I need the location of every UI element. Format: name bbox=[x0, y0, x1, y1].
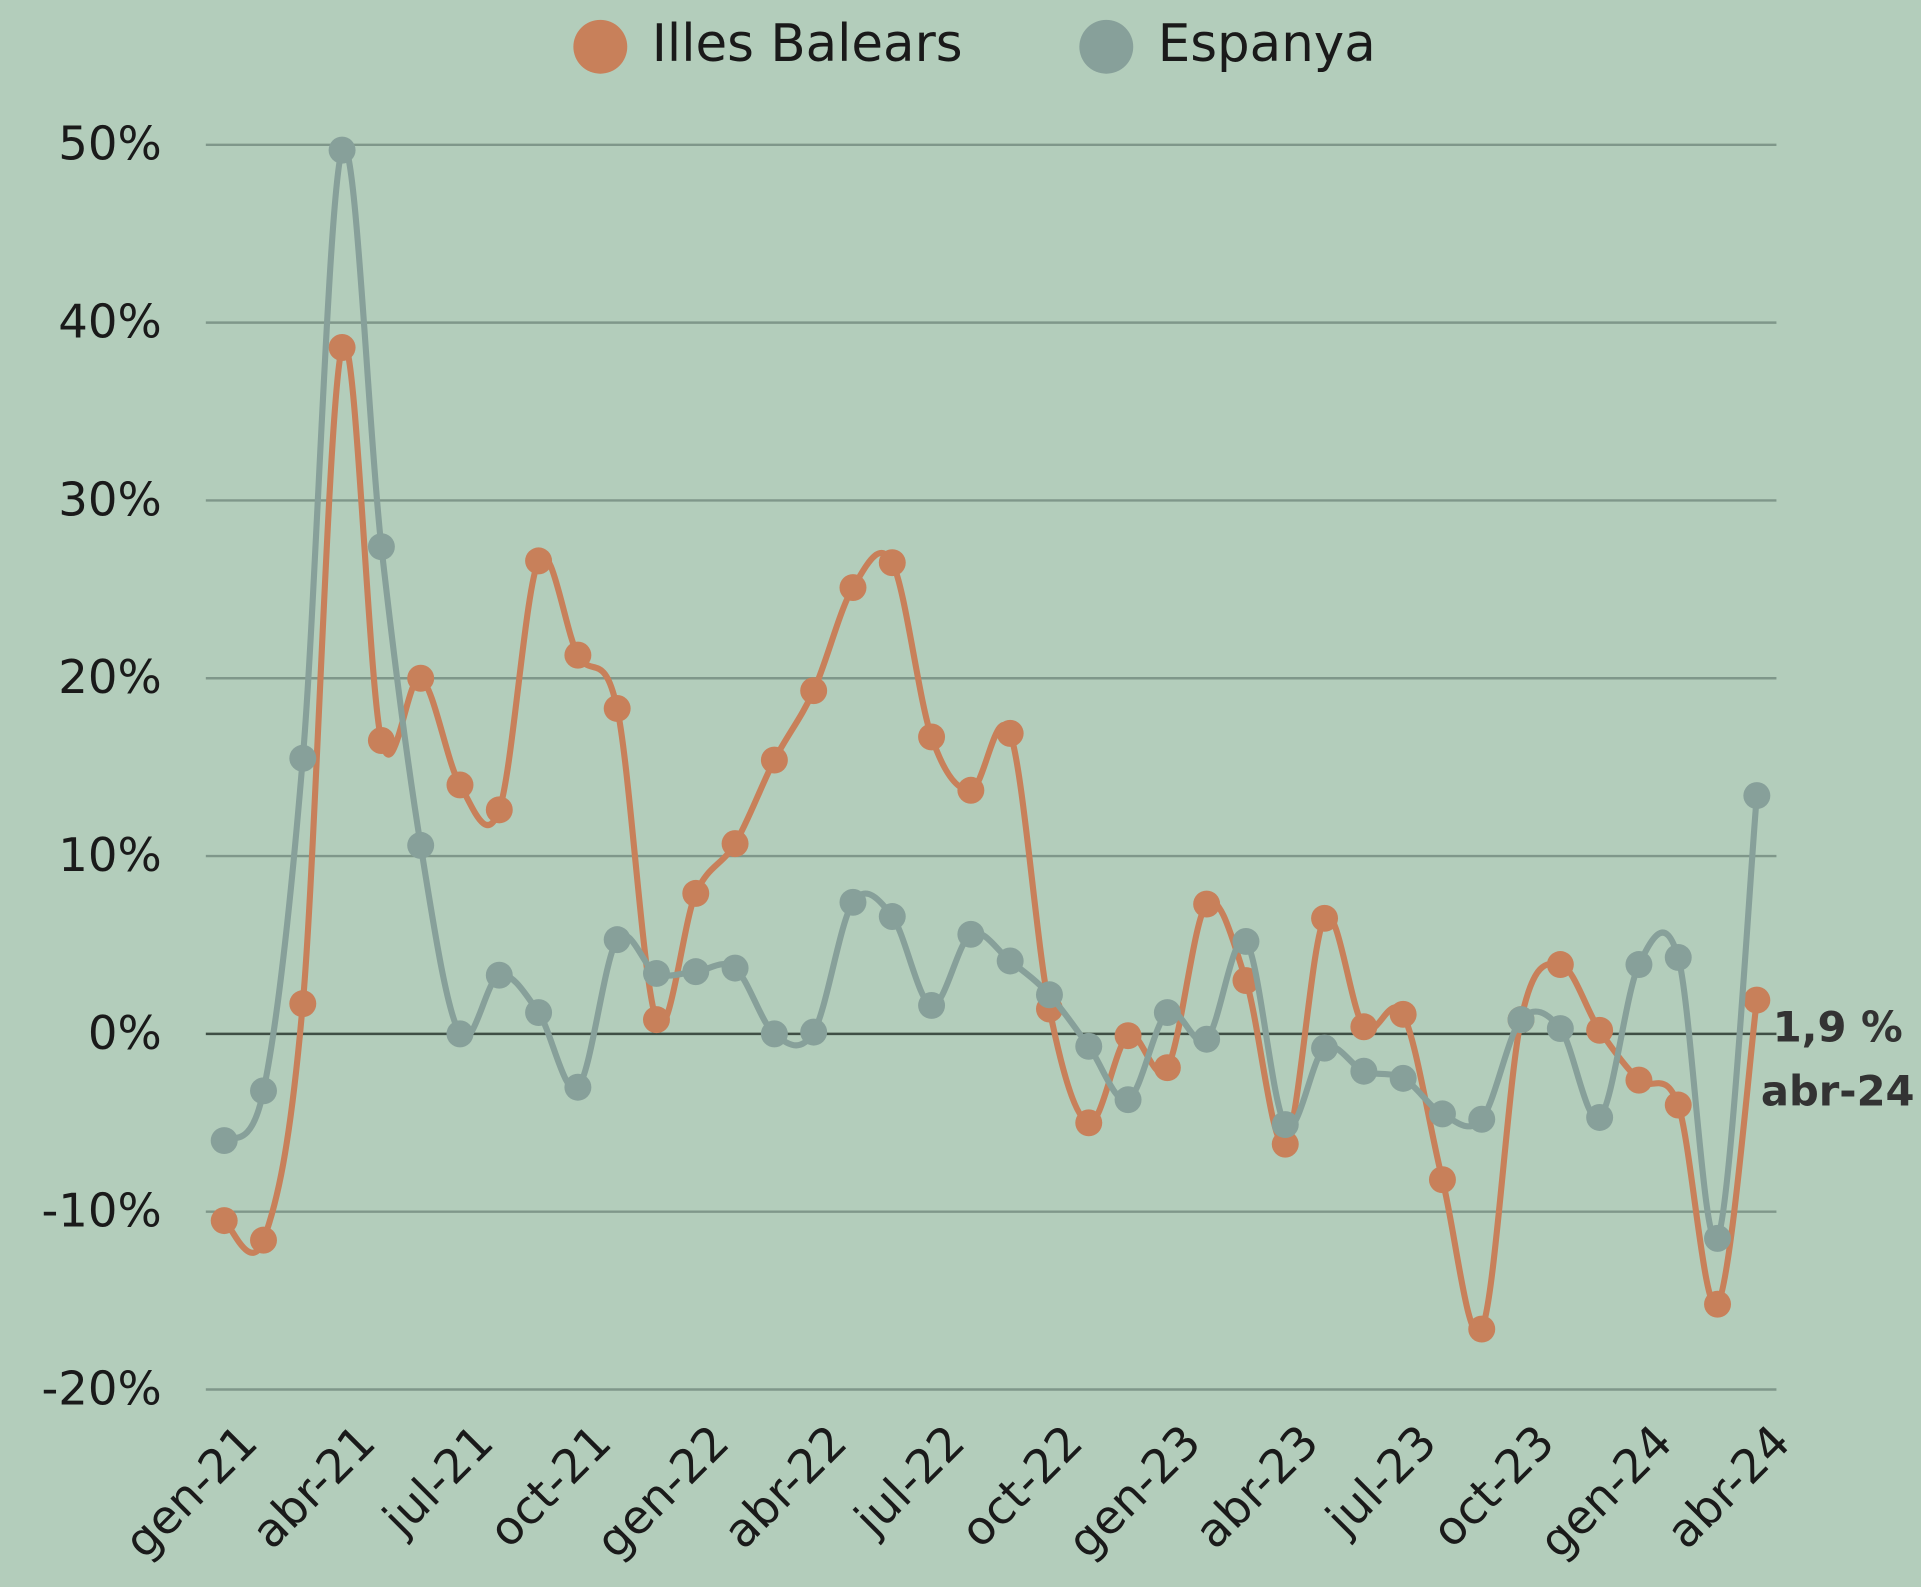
point bbox=[1664, 1091, 1692, 1119]
point bbox=[918, 991, 946, 1019]
point bbox=[1625, 1066, 1653, 1094]
point bbox=[1350, 1013, 1378, 1041]
point bbox=[643, 959, 670, 987]
point bbox=[250, 1077, 277, 1105]
point bbox=[446, 1020, 474, 1048]
point bbox=[485, 796, 513, 824]
point bbox=[289, 744, 317, 772]
point bbox=[1114, 1022, 1142, 1050]
y-tick-label: 10% bbox=[58, 828, 161, 882]
point bbox=[1153, 1054, 1181, 1082]
plot bbox=[210, 136, 1771, 1343]
y-tick-label: 40% bbox=[58, 295, 161, 349]
point bbox=[957, 920, 985, 948]
point bbox=[1468, 1315, 1496, 1343]
point bbox=[1311, 904, 1339, 932]
point bbox=[721, 830, 749, 858]
legend: Illes Balears Espanya bbox=[573, 14, 1376, 74]
point bbox=[878, 549, 906, 577]
point bbox=[525, 547, 553, 575]
point bbox=[1743, 782, 1771, 810]
point bbox=[603, 695, 631, 722]
point bbox=[367, 727, 395, 754]
point bbox=[996, 719, 1024, 747]
point bbox=[839, 888, 867, 916]
point bbox=[250, 1226, 277, 1254]
point bbox=[918, 723, 946, 751]
point bbox=[643, 1006, 670, 1034]
point bbox=[1193, 1025, 1221, 1053]
point bbox=[760, 1020, 788, 1048]
point bbox=[525, 999, 553, 1027]
point bbox=[1664, 943, 1692, 971]
point bbox=[957, 776, 985, 804]
point bbox=[1546, 951, 1574, 979]
y-tick-label: 30% bbox=[58, 472, 161, 526]
point bbox=[289, 990, 317, 1018]
point bbox=[721, 954, 749, 982]
point bbox=[839, 574, 867, 602]
legend-label: Espanya bbox=[1158, 14, 1376, 74]
y-tick-label: 20% bbox=[58, 650, 161, 704]
point bbox=[446, 771, 474, 799]
point bbox=[1350, 1057, 1378, 1085]
point bbox=[1114, 1086, 1142, 1114]
point bbox=[564, 1073, 592, 1101]
point bbox=[682, 958, 710, 986]
point bbox=[682, 879, 710, 907]
point bbox=[1586, 1103, 1614, 1131]
point bbox=[1428, 1100, 1456, 1128]
point bbox=[1232, 927, 1260, 955]
point bbox=[1586, 1016, 1614, 1044]
point bbox=[328, 334, 356, 361]
point bbox=[1625, 951, 1653, 979]
point bbox=[1153, 999, 1181, 1027]
point bbox=[1468, 1105, 1496, 1133]
point bbox=[1232, 967, 1260, 995]
point bbox=[328, 136, 356, 164]
annotation: abr-24 bbox=[1761, 1066, 1915, 1115]
point bbox=[210, 1127, 238, 1155]
point bbox=[1035, 981, 1063, 1009]
point bbox=[1389, 1064, 1417, 1092]
point bbox=[1507, 1006, 1535, 1034]
point bbox=[760, 746, 788, 774]
point bbox=[878, 903, 906, 931]
y-tick-label: 50% bbox=[58, 117, 161, 171]
point bbox=[1075, 1109, 1103, 1137]
point bbox=[407, 664, 435, 692]
annotation: 1,9 % bbox=[1773, 1003, 1903, 1052]
point bbox=[210, 1207, 238, 1235]
point bbox=[800, 677, 828, 705]
point bbox=[1311, 1034, 1339, 1062]
point bbox=[1193, 890, 1221, 918]
legend-swatch bbox=[573, 19, 628, 74]
y-tick-label: -20% bbox=[41, 1361, 161, 1415]
point bbox=[1546, 1015, 1574, 1043]
point bbox=[1271, 1111, 1299, 1139]
point bbox=[564, 641, 592, 669]
point bbox=[407, 831, 435, 859]
point bbox=[1743, 986, 1771, 1014]
point bbox=[1704, 1224, 1732, 1252]
point bbox=[485, 961, 513, 989]
point bbox=[367, 533, 395, 561]
point bbox=[1075, 1032, 1103, 1060]
point bbox=[1428, 1166, 1456, 1194]
point bbox=[800, 1018, 828, 1046]
point bbox=[996, 947, 1024, 975]
point bbox=[1271, 1130, 1299, 1158]
point bbox=[603, 926, 631, 954]
y-tick-label: 0% bbox=[88, 1006, 162, 1060]
legend-swatch bbox=[1079, 19, 1134, 74]
point bbox=[1704, 1290, 1732, 1318]
y-tick-label: -10% bbox=[41, 1184, 161, 1238]
legend-label: Illes Balears bbox=[652, 14, 963, 74]
point bbox=[1389, 1000, 1417, 1028]
